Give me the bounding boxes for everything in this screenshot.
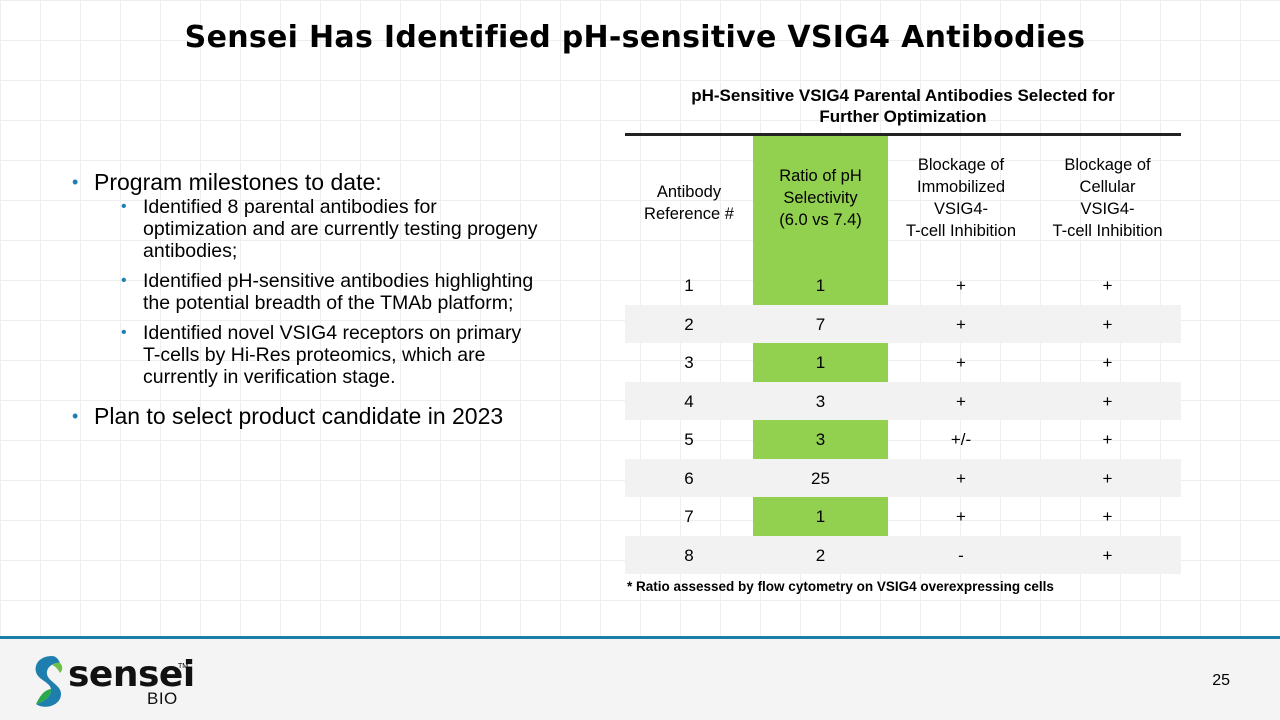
column-header-reference: Antibody Reference # [625,136,753,264]
cell-immobilized: +/- [950,430,972,449]
selectivity-column-highlight [753,136,888,572]
header-line: (6.0 vs 7.4) [779,210,862,229]
cell-reference: 8 [684,546,694,565]
bullet-text: Program milestones to date: [94,169,382,195]
table-title-line: pH-Sensitive VSIG4 Parental Antibodies S… [691,86,1115,105]
sub-bullet-list: Identified 8 parental antibodies for opt… [94,196,540,388]
footer-divider [0,636,1280,639]
header-line: T-cell Inhibition [1052,221,1163,240]
table-row-band [625,459,1181,497]
cell-ratio: 2 [815,546,826,565]
table-header-rule [625,133,1181,136]
header-line: Selectivity [783,188,858,207]
cell-cellular: + [1102,469,1113,488]
cell-ratio: 3 [815,392,826,411]
header-line: Blockage of [1064,155,1151,174]
cell-cellular: + [1102,353,1113,372]
bullet-text: Plan to select product candidate in 2023 [94,403,504,429]
column-header-cellular: Blockage of Cellular VSIG4- T-cell Inhib… [1034,136,1181,259]
table-row-band [625,305,1181,343]
sub-bullet-item: Identified 8 parental antibodies for opt… [118,196,540,262]
cell-reference: 5 [684,430,694,449]
logo-subtitle: BIO [147,689,178,708]
logo-wordmark: sensei [68,654,195,695]
header-line: Immobilized [916,177,1006,196]
cell-reference: 7 [684,507,694,526]
cell-cellular: + [1102,507,1113,526]
cell-cellular: + [1102,430,1113,449]
cell-reference: 2 [684,315,694,334]
column-header-ratio: Ratio of pH Selectivity (6.0 vs 7.4) [753,136,888,259]
header-line: Reference # [644,204,734,223]
logo-trademark: TM [178,663,189,670]
cell-reference: 4 [684,392,694,411]
cell-cellular: + [1102,276,1113,295]
cell-immobilized: + [956,392,966,411]
cell-immobilized: + [956,507,966,526]
cell-ratio: 3 [815,430,826,449]
cell-immobilized: - [958,546,964,565]
cell-cellular: + [1102,315,1113,334]
cell-cellular: + [1102,392,1113,411]
header-line: VSIG4- [1080,199,1135,218]
cell-reference: 1 [684,276,694,295]
table-row-band [625,382,1181,420]
cell-immobilized: + [956,276,966,295]
cell-immobilized: + [956,315,966,334]
footer-bar [0,639,1280,720]
cell-cellular: + [1102,546,1113,565]
cell-ratio: 1 [815,353,826,372]
bullet-item: Program milestones to date: Identified 8… [70,168,540,388]
sub-bullet-item: Identified pH-sensitive antibodies highl… [118,270,540,314]
header-line: Cellular [1079,177,1136,196]
bullet-list: Program milestones to date: Identified 8… [70,168,540,430]
cell-ratio: 1 [815,507,826,526]
header-line: Ratio of pH [779,166,862,185]
header-line: T-cell Inhibition [905,221,1017,240]
sensei-logo-mark-icon [35,656,63,707]
cell-immobilized: + [956,353,966,372]
table-title-line: Further Optimization [819,107,987,126]
header-line: Blockage of [917,155,1005,174]
table-row-band [625,536,1181,574]
cell-ratio: 25 [811,469,830,488]
table-title: pH-Sensitive VSIG4 Parental Antibodies S… [625,85,1181,127]
cell-reference: 6 [684,469,694,488]
cell-ratio: 7 [815,315,826,334]
sub-bullet-item: Identified novel VSIG4 receptors on prim… [118,322,540,388]
page-number: 25 [1212,672,1230,689]
slide-title: Sensei Has Identified pH-sensitive VSIG4… [184,20,1086,55]
header-line: Antibody [656,182,722,201]
header-line: VSIG4- [933,199,989,218]
cell-immobilized: + [956,469,966,488]
cell-reference: 3 [684,353,694,372]
bullet-item: Plan to select product candidate in 2023 [70,402,540,430]
table-footnote: * Ratio assessed by flow cytometry on VS… [627,579,1054,594]
column-header-immobilized: Blockage of Immobilized VSIG4- T-cell In… [888,136,1034,259]
cell-ratio: 1 [815,276,826,295]
